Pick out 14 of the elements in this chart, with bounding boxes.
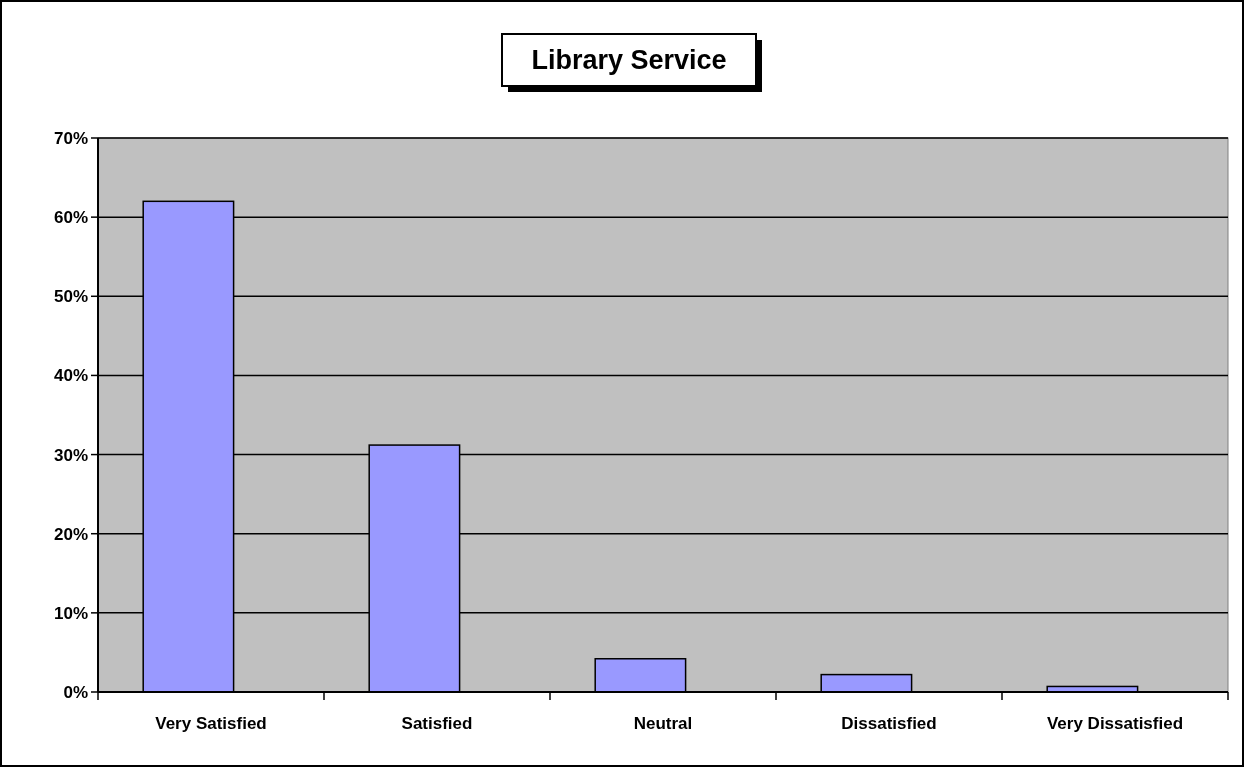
y-tick-label: 10% xyxy=(53,603,88,623)
y-tick-label: 60% xyxy=(53,208,88,228)
y-tick-label: 50% xyxy=(53,287,88,307)
x-tick-label: Neutral xyxy=(633,714,693,733)
y-tick-label: 30% xyxy=(53,445,88,465)
x-tick-label: Dissatisfied xyxy=(841,714,937,733)
y-tick-label: 40% xyxy=(53,366,88,386)
x-tick-label: Satisfied xyxy=(401,714,473,733)
chart-title: Library Service xyxy=(531,45,727,76)
x-tick-label: Very Dissatisfied xyxy=(1046,714,1184,733)
x-tick-label: Very Satisfied xyxy=(155,714,267,733)
y-tick-label: 20% xyxy=(53,524,88,544)
y-tick-label: 0% xyxy=(63,682,88,702)
y-tick-label: 70% xyxy=(53,128,88,148)
